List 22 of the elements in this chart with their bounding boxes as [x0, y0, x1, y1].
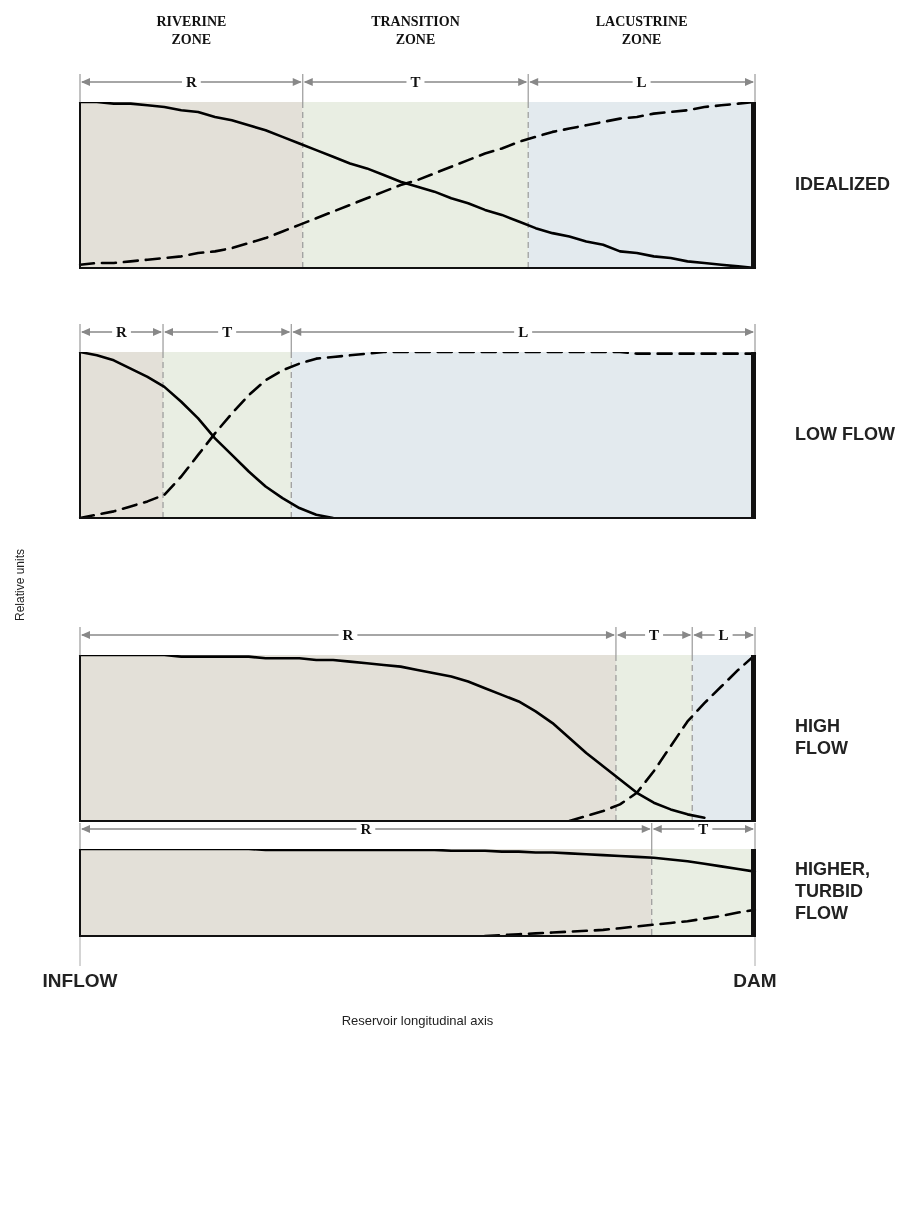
text: LACUSTRINE ZONE — [595, 13, 688, 47]
annotation: R — [360, 820, 372, 837]
x-axis-title: Reservoir longitudinal axis — [341, 1012, 494, 1028]
x-tick-label: DAM — [733, 969, 777, 991]
x-tick-label: INFLOW — [42, 969, 118, 991]
text: R — [185, 73, 197, 90]
text: R — [342, 626, 354, 643]
text: T — [649, 626, 660, 643]
text: LOW FLOW — [795, 423, 895, 444]
text: L — [718, 626, 729, 643]
annotation: T — [698, 820, 709, 837]
text: IDEALIZED — [795, 173, 891, 194]
text: RIVERINE ZONE — [156, 13, 227, 47]
text: T — [410, 73, 421, 90]
text: T — [222, 323, 233, 340]
text: HIGHER, TURBID FLOW — [795, 859, 871, 924]
text: R — [116, 323, 128, 340]
text: HIGH FLOW — [795, 715, 848, 758]
text: L — [518, 323, 529, 340]
text: TRANSITION ZONE — [371, 13, 460, 47]
text: L — [636, 73, 647, 90]
y-axis-title: Relative units — [13, 548, 27, 622]
